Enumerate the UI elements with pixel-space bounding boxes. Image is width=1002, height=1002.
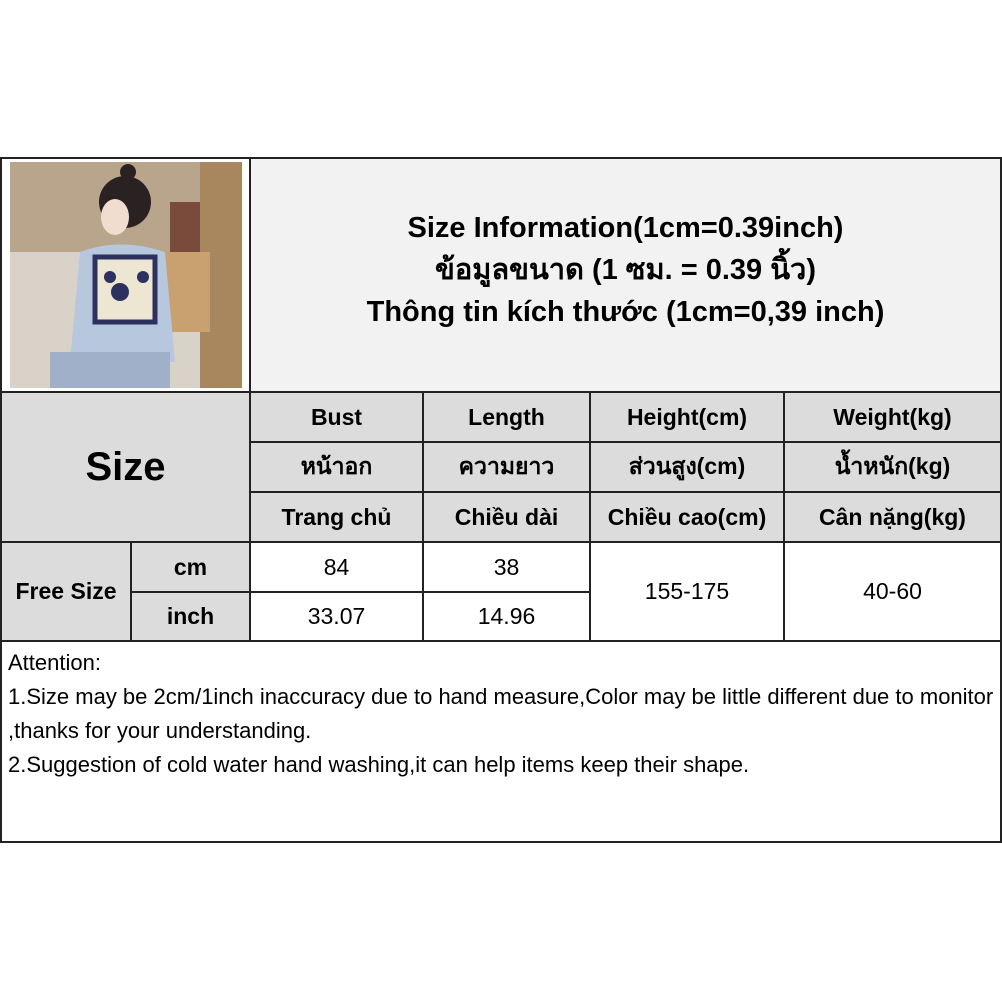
size-header: Size [0,391,251,543]
col-height-vi: Chiều cao(cm) [589,491,785,543]
col-height-th: ส่วนสูง(cm) [589,441,785,493]
bust-cm: 84 [249,541,424,593]
title-th: ข้อมูลขนาด (1 ซม. = 0.39 นิ้ว) [435,254,816,286]
col-weight-th: น้ำหนัก(kg) [783,441,1002,493]
col-length-vi: Chiều dài [422,491,591,543]
attention-notes: Attention: 1.Size may be 2cm/1inch inacc… [0,640,1002,843]
weight-value: 40-60 [783,541,1002,642]
unit-cm: cm [130,541,251,593]
col-weight-en: Weight(kg) [783,391,1002,443]
length-inch: 14.96 [422,591,591,642]
title-en: Size Information(1cm=0.39inch) [407,212,844,244]
height-value: 155-175 [589,541,785,642]
attention-note-1: 1.Size may be 2cm/1inch inaccuracy due t… [8,684,994,743]
col-bust-vi: Trang chủ [249,491,424,543]
col-weight-vi: Cân nặng(kg) [783,491,1002,543]
col-bust-th: หน้าอก [249,441,424,493]
attention-note-2: 2.Suggestion of cold water hand washing,… [8,752,750,777]
product-photo-cell [0,157,251,393]
col-bust-en: Bust [249,391,424,443]
col-height-en: Height(cm) [589,391,785,443]
size-info-title: Size Information(1cm=0.39inch) ข้อมูลขนา… [249,157,1002,393]
length-cm: 38 [422,541,591,593]
product-photo [9,162,242,388]
title-vi: Thông tin kích thước (1cm=0,39 inch) [366,296,885,328]
bust-inch: 33.07 [249,591,424,642]
col-length-en: Length [422,391,591,443]
col-length-th: ความยาว [422,441,591,493]
free-size-label: Free Size [0,541,132,642]
unit-inch: inch [130,591,251,642]
attention-heading: Attention: [8,650,101,675]
